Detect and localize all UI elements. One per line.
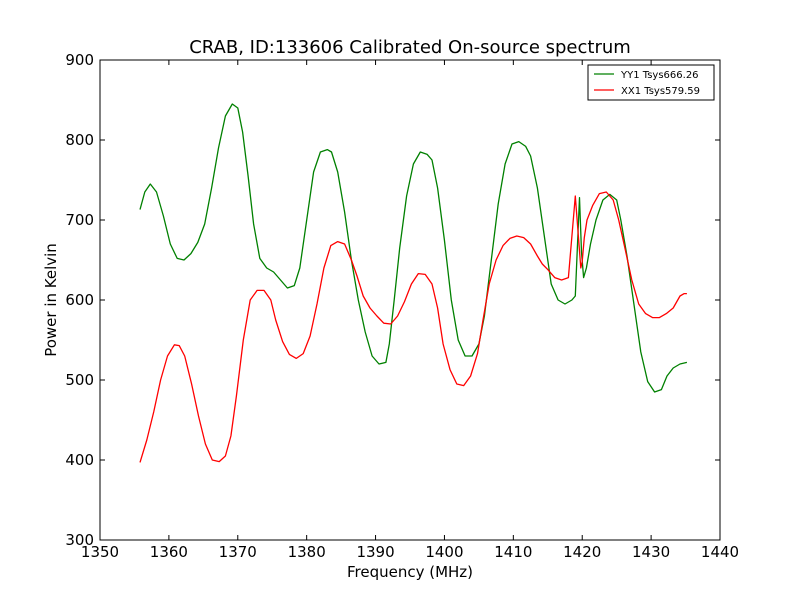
tick-layer: 1350 1360 1370 1380 1390 1400 1410 1420 1430 1440… — [65, 51, 739, 561]
x-tick-label: 1420 — [563, 543, 601, 561]
y-tick-label: 400 — [65, 451, 94, 469]
series-layer — [139, 103, 688, 463]
y-tick-label: 500 — [65, 371, 94, 389]
chart-title: CRAB, ID:133606 Calibrated On-source spe… — [189, 37, 631, 58]
plot-frame — [99, 59, 721, 541]
x-tick-label: 1430 — [632, 543, 670, 561]
x-tick-label: 1440 — [701, 543, 739, 561]
x-axis-label: Frequency (MHz) — [347, 563, 473, 581]
y-tick-label: 600 — [65, 291, 94, 309]
x-tick-label: 1380 — [288, 543, 326, 561]
y-tick-label: 800 — [65, 131, 94, 149]
x-tick-label: 1360 — [150, 543, 188, 561]
y-tick-label: 900 — [65, 51, 94, 69]
legend-label-xx1: XX1 Tsys579.59 — [621, 86, 700, 97]
series-line-xx1 — [139, 191, 687, 463]
y-tick-label: 300 — [65, 531, 94, 549]
x-tick-label: 1370 — [219, 543, 257, 561]
x-tick-label: 1410 — [494, 543, 532, 561]
plot-area: 1350 1360 1370 1380 1390 1400 1410 1420 1430 1440… — [65, 51, 739, 561]
x-tick-label: 1400 — [425, 543, 463, 561]
series-line-yy1 — [139, 103, 688, 393]
x-tick-label: 1390 — [356, 543, 394, 561]
y-axis-label: Power in Kelvin — [42, 243, 60, 357]
y-tick-label: 700 — [65, 211, 94, 229]
x-tick-label: 1350 — [81, 543, 119, 561]
legend-label-yy1: YY1 Tsys666.26 — [620, 70, 699, 81]
legend-box — [587, 64, 715, 101]
legend: YY1 Tsys666.26 XX1 Tsys579.59 — [587, 64, 715, 101]
